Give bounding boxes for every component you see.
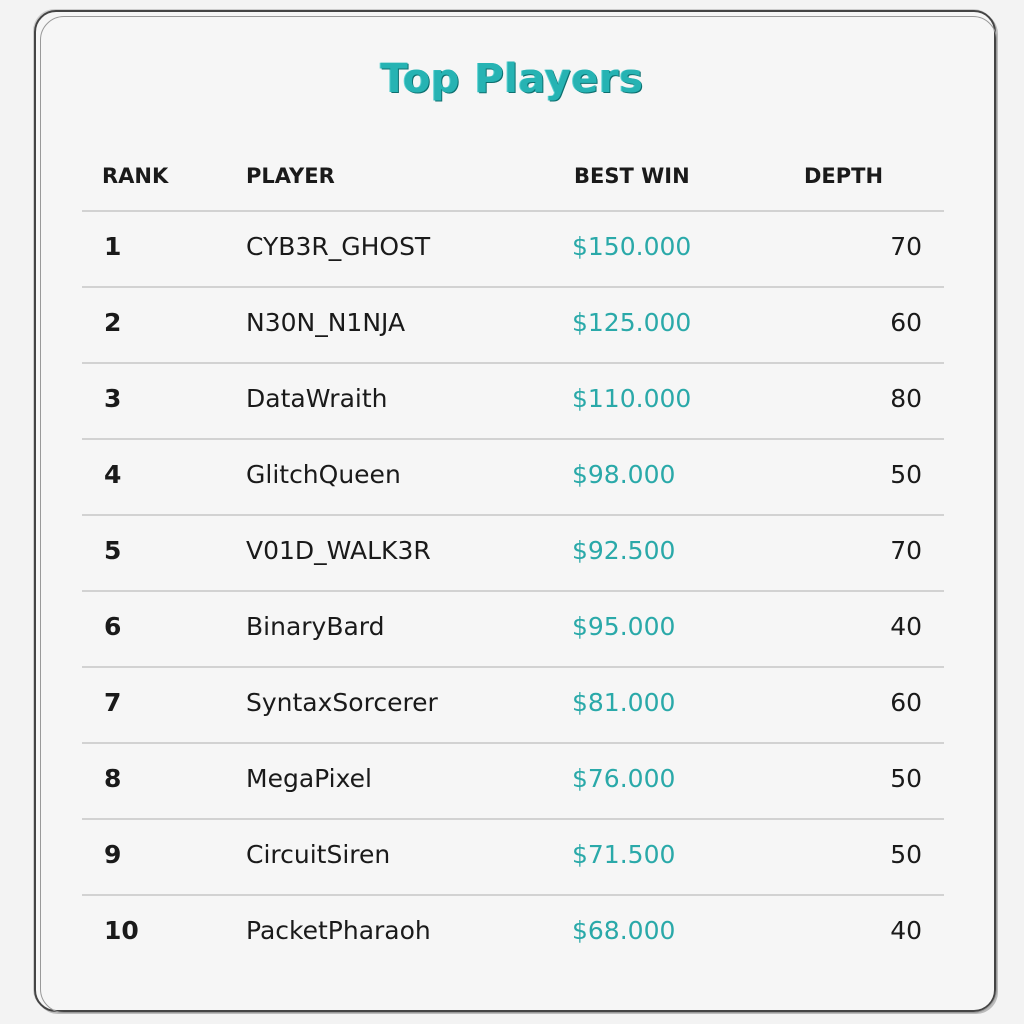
row-rank: 9	[104, 840, 122, 869]
column-header-best-win: BEST WIN	[574, 164, 690, 188]
row-rank: 6	[104, 612, 122, 641]
row-rank: 5	[104, 536, 122, 565]
table-header: RANK PLAYER BEST WIN DEPTH	[82, 150, 944, 212]
table-row: 4 GlitchQueen $98.000 50	[82, 440, 944, 516]
table-row: 8 MegaPixel $76.000 50	[82, 744, 944, 820]
row-best-win: $98.000	[572, 460, 676, 489]
row-depth: 60	[890, 688, 922, 717]
row-rank: 10	[104, 916, 139, 945]
row-player: PacketPharaoh	[246, 916, 431, 945]
row-player: V01D_WALK3R	[246, 536, 431, 565]
row-player: DataWraith	[246, 384, 388, 413]
row-rank: 1	[104, 232, 122, 261]
column-header-rank: RANK	[102, 164, 169, 188]
row-best-win: $76.000	[572, 764, 676, 793]
row-player: BinaryBard	[246, 612, 385, 641]
column-header-player: PLAYER	[246, 164, 335, 188]
row-player: CYB3R_GHOST	[246, 232, 431, 261]
leaderboard-title: Top Players	[380, 56, 644, 102]
row-best-win: $125.000	[572, 308, 692, 337]
row-depth: 80	[890, 384, 922, 413]
table-row: 10 PacketPharaoh $68.000 40	[82, 896, 944, 970]
row-depth: 50	[890, 460, 922, 489]
row-player: CircuitSiren	[246, 840, 391, 869]
row-player: MegaPixel	[246, 764, 372, 793]
column-header-depth: DEPTH	[804, 164, 884, 188]
row-player: N30N_N1NJA	[246, 308, 406, 337]
row-depth: 40	[890, 612, 922, 641]
row-rank: 3	[104, 384, 122, 413]
row-rank: 8	[104, 764, 122, 793]
row-depth: 40	[890, 916, 922, 945]
table-row: 7 SyntaxSorcerer $81.000 60	[82, 668, 944, 744]
row-best-win: $92.500	[572, 536, 676, 565]
row-best-win: $68.000	[572, 916, 676, 945]
row-depth: 60	[890, 308, 922, 337]
row-best-win: $71.500	[572, 840, 676, 869]
row-player: GlitchQueen	[246, 460, 401, 489]
row-player: SyntaxSorcerer	[246, 688, 438, 717]
row-depth: 70	[890, 536, 922, 565]
row-best-win: $110.000	[572, 384, 692, 413]
row-best-win: $150.000	[572, 232, 692, 261]
row-best-win: $81.000	[572, 688, 676, 717]
table-row: 6 BinaryBard $95.000 40	[82, 592, 944, 668]
table-row: 3 DataWraith $110.000 80	[82, 364, 944, 440]
table-row: 5 V01D_WALK3R $92.500 70	[82, 516, 944, 592]
row-rank: 2	[104, 308, 122, 337]
row-rank: 7	[104, 688, 122, 717]
table-row: 1 CYB3R_GHOST $150.000 70	[82, 212, 944, 288]
row-depth: 70	[890, 232, 922, 261]
table-row: 2 N30N_N1NJA $125.000 60	[82, 288, 944, 364]
table-row: 9 CircuitSiren $71.500 50	[82, 820, 944, 896]
leaderboard-table: RANK PLAYER BEST WIN DEPTH 1 CYB3R_GHOST…	[82, 150, 944, 970]
row-best-win: $95.000	[572, 612, 676, 641]
row-depth: 50	[890, 840, 922, 869]
row-depth: 50	[890, 764, 922, 793]
row-rank: 4	[104, 460, 122, 489]
